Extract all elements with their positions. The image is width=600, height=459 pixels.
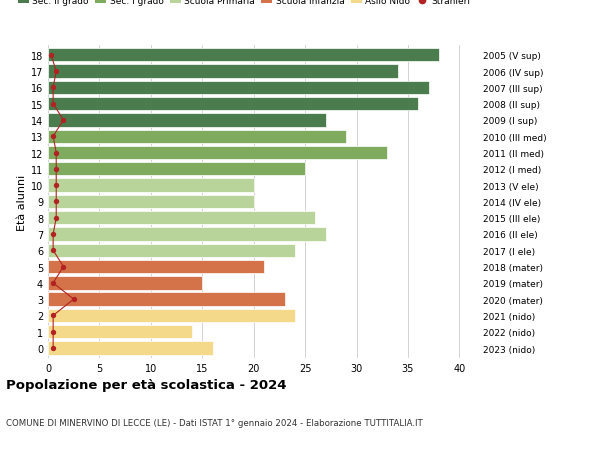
Bar (48, 195, 254, 209)
Point (52, 150, 61, 157)
Bar (48, 146, 388, 160)
Text: Popolazione per età scolastica - 2024: Popolazione per età scolastica - 2024 (6, 379, 287, 392)
Text: COMUNE DI MINERVINO DI LECCE (LE) - Dati ISTAT 1° gennaio 2024 - Elaborazione TU: COMUNE DI MINERVINO DI LECCE (LE) - Dati… (6, 418, 423, 427)
Point (49, 231, 58, 238)
Point (59, 263, 68, 271)
Bar (48, 163, 305, 176)
Point (49, 84, 58, 92)
Point (52, 68, 61, 76)
Bar (48, 98, 418, 111)
Point (59, 117, 68, 124)
Point (49, 345, 58, 352)
Bar (48, 341, 212, 355)
Point (52, 214, 61, 222)
Point (52, 198, 61, 206)
Point (46, 52, 56, 59)
Bar (48, 212, 316, 225)
Bar (48, 49, 439, 62)
Point (69, 296, 79, 303)
Bar (48, 228, 326, 241)
Point (49, 101, 58, 108)
Bar (48, 82, 428, 95)
Bar (48, 277, 202, 290)
Bar (48, 309, 295, 322)
Point (52, 182, 61, 190)
Legend: Sec. II grado, Sec. I grado, Scuola Primaria, Scuola Infanzia, Asilo Nido, Stran: Sec. II grado, Sec. I grado, Scuola Prim… (18, 0, 470, 6)
Bar (48, 325, 192, 339)
Point (49, 312, 58, 319)
Bar (48, 293, 284, 306)
Y-axis label: Età alunni: Età alunni (17, 174, 26, 230)
Point (49, 328, 58, 336)
Bar (48, 114, 326, 127)
Bar (48, 244, 295, 257)
Point (49, 280, 58, 287)
Bar (48, 260, 264, 274)
Bar (48, 130, 346, 144)
Point (49, 247, 58, 254)
Point (52, 166, 61, 173)
Point (49, 133, 58, 140)
Bar (48, 179, 254, 192)
Bar (48, 65, 398, 78)
